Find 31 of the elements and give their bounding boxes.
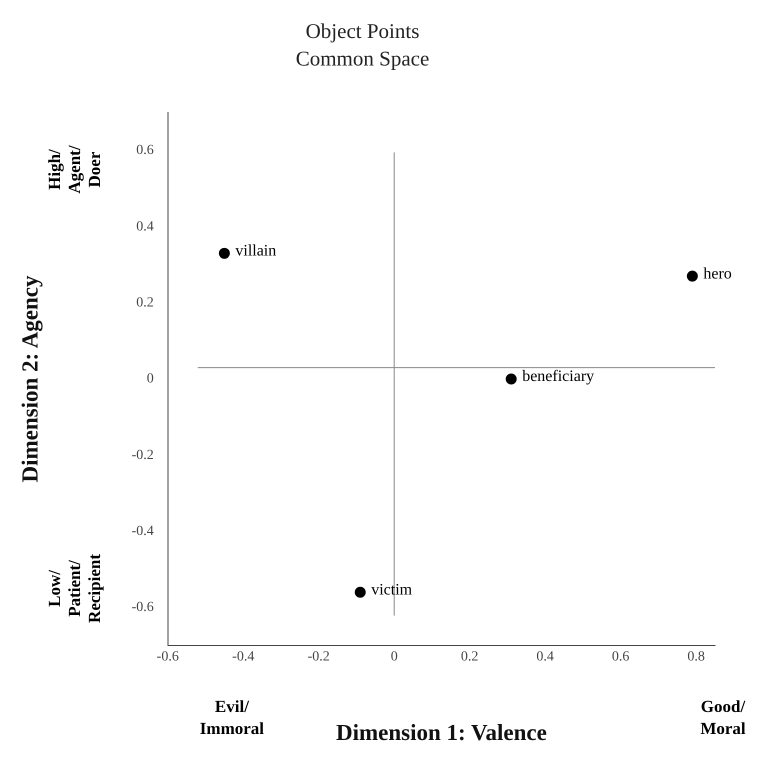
- x-axis-title: Dimension 1: Valence: [336, 720, 547, 746]
- y-tick-label: 0.6: [136, 143, 154, 158]
- x-tick-label: -0.2: [308, 650, 330, 665]
- y-axis-title: Dimension 2: Agency: [18, 275, 44, 482]
- series-label: beneficiary: [522, 368, 594, 386]
- text: Evil/ Immoral: [200, 696, 264, 738]
- y-tick-label: 0: [146, 372, 154, 387]
- point: [686, 270, 698, 282]
- series-label: victim: [371, 581, 413, 598]
- x-tick-label: -0.4: [232, 650, 254, 665]
- text: Low/ Patient/ Recipient: [45, 554, 104, 623]
- series-label: hero: [703, 265, 732, 282]
- y-tick-label: 0.2: [136, 296, 154, 310]
- chart-subtitle: Common Space: [296, 46, 430, 70]
- x-tick-label: 0.8: [687, 650, 705, 665]
- x-tick-label: 0: [390, 650, 398, 665]
- text: High/ Agent/ Doer: [45, 145, 104, 194]
- chart-title: Object Points: [306, 19, 420, 44]
- point: [218, 248, 230, 259]
- y-tick-label: 0.4: [136, 219, 154, 234]
- x-tick-label: 0.4: [536, 650, 554, 665]
- series-label: villain: [235, 242, 276, 260]
- x-tick-label: 0.6: [612, 650, 630, 665]
- y-tick-label: -0.2: [132, 448, 154, 463]
- point: [354, 586, 366, 598]
- x-tick-label: -0.6: [156, 650, 179, 665]
- y-tick-label: -0.4: [132, 524, 154, 540]
- y-tick-label: -0.6: [132, 600, 154, 616]
- point: [506, 374, 517, 384]
- text: Good/ Moral: [700, 696, 746, 738]
- x-tick-label: 0.2: [460, 650, 478, 665]
